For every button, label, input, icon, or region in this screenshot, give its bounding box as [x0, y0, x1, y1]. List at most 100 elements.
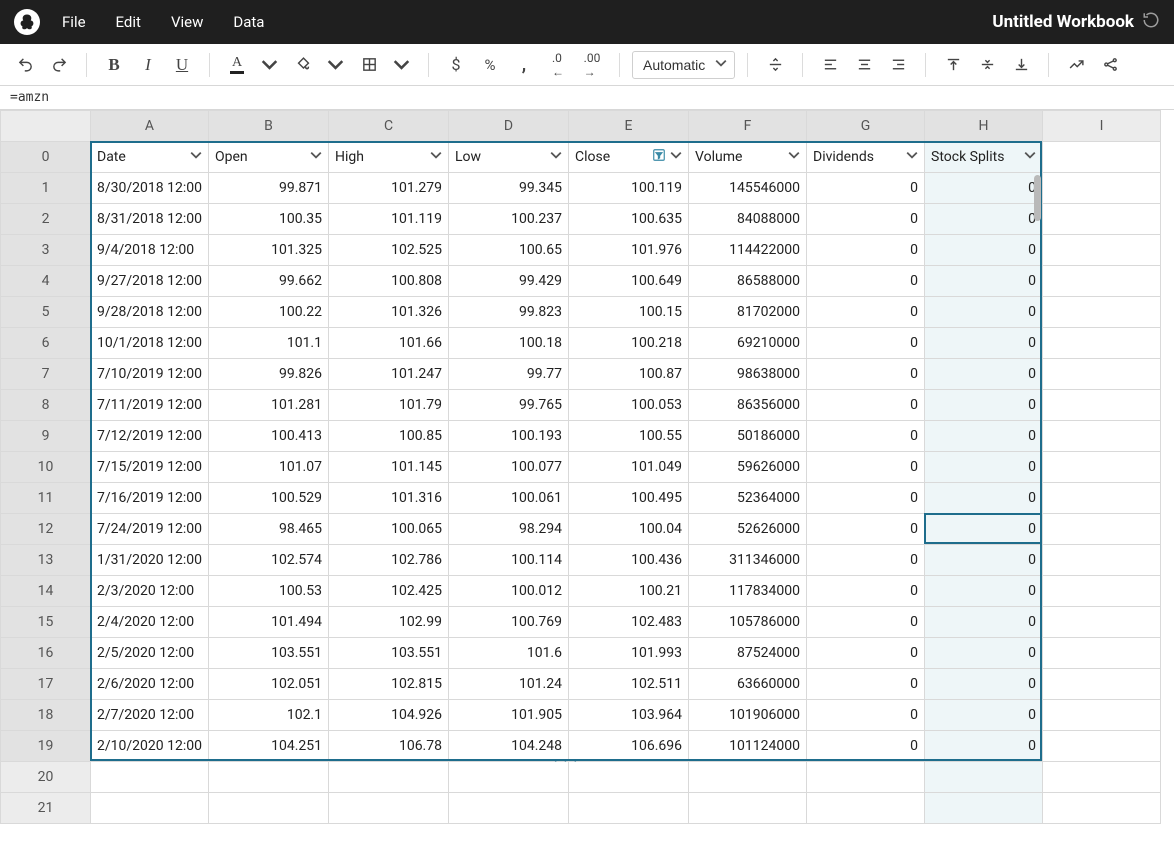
cell[interactable]: 103.551	[329, 638, 449, 669]
cell[interactable]: 2/4/2020 12:00	[91, 607, 209, 638]
cell[interactable]: 102.786	[329, 545, 449, 576]
cell[interactable]	[1043, 452, 1161, 483]
cell[interactable]	[689, 762, 807, 793]
cell[interactable]: 0	[925, 700, 1043, 731]
cell[interactable]	[91, 793, 209, 824]
column-header-A[interactable]: A	[91, 111, 209, 142]
row-header-14[interactable]: 14	[1, 576, 91, 607]
header-cell[interactable]: Dividends	[807, 142, 925, 173]
spreadsheet-grid[interactable]: ABCDEFGHI0DateOpenHighLowCloseVolumeDivi…	[0, 110, 1174, 824]
cell[interactable]: 0	[807, 173, 925, 204]
cell[interactable]: 7/10/2019 12:00	[91, 359, 209, 390]
cell[interactable]: 101906000	[689, 700, 807, 731]
cell[interactable]: 0	[807, 483, 925, 514]
text-color-dropdown[interactable]	[254, 50, 284, 80]
column-dropdown-splits[interactable]	[1024, 149, 1036, 165]
cell[interactable]: 103.964	[569, 700, 689, 731]
cell[interactable]: 101.905	[449, 700, 569, 731]
comma-button[interactable]: ,	[509, 50, 539, 80]
cell[interactable]: 100.808	[329, 266, 449, 297]
cell[interactable]: 100.65	[449, 235, 569, 266]
fill-color-button[interactable]	[288, 50, 318, 80]
cell[interactable]	[1043, 793, 1161, 824]
cell[interactable]: 103.551	[209, 638, 329, 669]
row-header-15[interactable]: 15	[1, 607, 91, 638]
cell[interactable]: 100.18	[449, 328, 569, 359]
cell[interactable]: 0	[807, 359, 925, 390]
row-header-16[interactable]: 16	[1, 638, 91, 669]
header-cell[interactable]: Stock Splits	[925, 142, 1043, 173]
cell[interactable]: 1/31/2020 12:00	[91, 545, 209, 576]
cell[interactable]: 99.823	[449, 297, 569, 328]
cell[interactable]: 0	[925, 235, 1043, 266]
cell[interactable]: 100.21	[569, 576, 689, 607]
cell[interactable]	[209, 762, 329, 793]
cell[interactable]: 87524000	[689, 638, 807, 669]
cell[interactable]: 100.22	[209, 297, 329, 328]
cell[interactable]: 100.35	[209, 204, 329, 235]
cell[interactable]	[329, 793, 449, 824]
cell[interactable]: 0	[807, 235, 925, 266]
cell[interactable]: 9/28/2018 12:00	[91, 297, 209, 328]
header-cell[interactable]: Open	[209, 142, 329, 173]
cell[interactable]: 86588000	[689, 266, 807, 297]
vertical-center-button[interactable]	[760, 50, 790, 80]
cell[interactable]: 101.976	[569, 235, 689, 266]
fill-color-dropdown[interactable]	[320, 50, 350, 80]
undo-button[interactable]	[10, 50, 40, 80]
header-cell[interactable]: Date	[91, 142, 209, 173]
cell[interactable]: 101.119	[329, 204, 449, 235]
row-header-17[interactable]: 17	[1, 669, 91, 700]
cell[interactable]: 102.511	[569, 669, 689, 700]
filter-icon[interactable]	[652, 148, 666, 166]
cell[interactable]: 84088000	[689, 204, 807, 235]
cell[interactable]: 100.218	[569, 328, 689, 359]
cell[interactable]: 102.99	[329, 607, 449, 638]
cell[interactable]: 117834000	[689, 576, 807, 607]
cell[interactable]	[569, 793, 689, 824]
cell[interactable]: 101.993	[569, 638, 689, 669]
cell[interactable]: 0	[807, 297, 925, 328]
cell[interactable]: 100.04	[569, 514, 689, 545]
redo-button[interactable]	[44, 50, 74, 80]
valign-middle-button[interactable]	[972, 50, 1002, 80]
cell[interactable]: 0	[925, 421, 1043, 452]
cell[interactable]: 0	[925, 576, 1043, 607]
cell[interactable]: 81702000	[689, 297, 807, 328]
share-button[interactable]	[1095, 50, 1125, 80]
cell[interactable]: 100.413	[209, 421, 329, 452]
cell[interactable]: 102.574	[209, 545, 329, 576]
cell[interactable]: 99.429	[449, 266, 569, 297]
cell[interactable]: 100.85	[329, 421, 449, 452]
row-header-19[interactable]: 19	[1, 731, 91, 762]
cell[interactable]: 0	[925, 266, 1043, 297]
cell[interactable]: 104.248	[449, 731, 569, 762]
row-header-3[interactable]: 3	[1, 235, 91, 266]
cell[interactable]	[1043, 328, 1161, 359]
cell[interactable]	[449, 793, 569, 824]
borders-button[interactable]	[354, 50, 384, 80]
cell[interactable]: 50186000	[689, 421, 807, 452]
cell[interactable]: 7/16/2019 12:00	[91, 483, 209, 514]
column-dropdown-dividends[interactable]	[906, 149, 918, 165]
cell[interactable]	[209, 793, 329, 824]
cell[interactable]: 0	[925, 328, 1043, 359]
cell[interactable]: 0	[925, 204, 1043, 235]
number-format-select[interactable]: Automatic	[632, 51, 735, 79]
column-header-G[interactable]: G	[807, 111, 925, 142]
column-dropdown-close[interactable]	[670, 149, 682, 165]
cell[interactable]: 101.049	[569, 452, 689, 483]
row-header-5[interactable]: 5	[1, 297, 91, 328]
cell[interactable]: 101.279	[329, 173, 449, 204]
align-right-button[interactable]	[883, 50, 913, 80]
cell[interactable]: 101.247	[329, 359, 449, 390]
cell[interactable]: 100.635	[569, 204, 689, 235]
cell[interactable]	[91, 762, 209, 793]
cell[interactable]: 63660000	[689, 669, 807, 700]
cell[interactable]: 7/11/2019 12:00	[91, 390, 209, 421]
cell[interactable]: 101.326	[329, 297, 449, 328]
row-header-18[interactable]: 18	[1, 700, 91, 731]
column-dropdown-volume[interactable]	[788, 149, 800, 165]
cell[interactable]: 0	[925, 452, 1043, 483]
cell[interactable]: 102.483	[569, 607, 689, 638]
